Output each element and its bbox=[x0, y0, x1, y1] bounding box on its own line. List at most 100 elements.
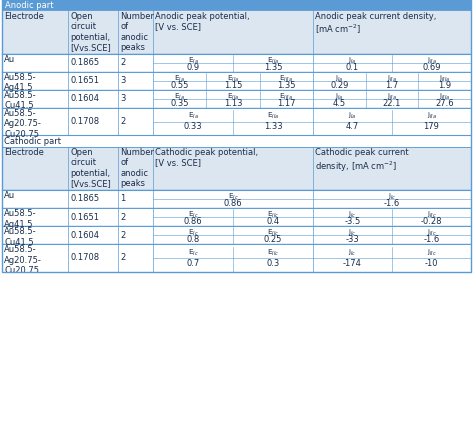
Text: 2: 2 bbox=[120, 254, 125, 262]
Text: 1.9: 1.9 bbox=[438, 81, 451, 90]
Bar bbox=[2, 190, 471, 208]
Bar bbox=[2, 10, 471, 53]
Text: 1.7: 1.7 bbox=[385, 81, 399, 90]
Text: E$_{Ia}$: E$_{Ia}$ bbox=[174, 92, 185, 102]
Text: 3: 3 bbox=[120, 76, 125, 85]
Text: -33: -33 bbox=[346, 236, 359, 244]
Text: E$_{Ia}$: E$_{Ia}$ bbox=[174, 74, 185, 84]
Text: j$_{Ia}$: j$_{Ia}$ bbox=[335, 74, 343, 84]
Text: 2: 2 bbox=[120, 212, 125, 222]
Text: 0.86: 0.86 bbox=[224, 199, 242, 208]
Text: Cathodic peak current
density, [mA cm$^{-2}$]: Cathodic peak current density, [mA cm$^{… bbox=[315, 148, 409, 173]
Bar bbox=[2, 53, 471, 72]
Text: 3: 3 bbox=[120, 94, 125, 103]
Text: j$_{IIIa}$: j$_{IIIa}$ bbox=[439, 92, 450, 102]
Text: 0.8: 0.8 bbox=[186, 236, 200, 244]
Text: 4.7: 4.7 bbox=[346, 122, 359, 131]
Text: 1.35: 1.35 bbox=[264, 63, 282, 72]
Text: E$_{Ia}$: E$_{Ia}$ bbox=[188, 56, 199, 66]
Text: 1.17: 1.17 bbox=[277, 99, 296, 108]
Text: 0.7: 0.7 bbox=[186, 258, 200, 268]
Text: E$_{Ic}$: E$_{Ic}$ bbox=[188, 210, 198, 220]
Text: Au58.5-
Ag20.75-
Cu20.75: Au58.5- Ag20.75- Cu20.75 bbox=[4, 245, 42, 275]
Text: 0.1708: 0.1708 bbox=[70, 117, 99, 126]
Text: 0.35: 0.35 bbox=[170, 99, 189, 108]
Text: Cathodic peak potential,
[V vs. SCE]: Cathodic peak potential, [V vs. SCE] bbox=[155, 148, 258, 167]
Text: E$_{Ic}$: E$_{Ic}$ bbox=[188, 247, 198, 258]
Text: 0.29: 0.29 bbox=[330, 81, 349, 90]
Text: 0.1604: 0.1604 bbox=[70, 231, 99, 240]
Text: Electrode: Electrode bbox=[4, 148, 44, 157]
Text: Open
circuit
potential,
[Vvs.SCE]: Open circuit potential, [Vvs.SCE] bbox=[70, 12, 111, 52]
Text: E$_{Ic}$: E$_{Ic}$ bbox=[188, 228, 198, 238]
Text: 0.1604: 0.1604 bbox=[70, 94, 99, 103]
Text: -0.28: -0.28 bbox=[421, 217, 442, 226]
Bar bbox=[2, 90, 471, 108]
Text: Anodic peak current density,
[mA cm$^{-2}$]: Anodic peak current density, [mA cm$^{-2… bbox=[315, 12, 437, 36]
Text: 1.13: 1.13 bbox=[224, 99, 242, 108]
Bar bbox=[2, 0, 471, 10]
Text: E$_{IIc}$: E$_{IIc}$ bbox=[267, 228, 279, 238]
Text: 27.6: 27.6 bbox=[435, 99, 454, 108]
Text: 0.1: 0.1 bbox=[346, 63, 359, 72]
Text: 1.15: 1.15 bbox=[224, 81, 242, 90]
Bar bbox=[2, 226, 471, 244]
Text: Au58.5-
Cu41.5: Au58.5- Cu41.5 bbox=[4, 227, 36, 247]
Text: E$_{IIIa}$: E$_{IIIa}$ bbox=[280, 92, 293, 102]
Text: j$_{Ic}$: j$_{Ic}$ bbox=[388, 192, 396, 202]
Text: 0.1651: 0.1651 bbox=[70, 212, 99, 222]
Text: Au58.5-
Cu41.5: Au58.5- Cu41.5 bbox=[4, 91, 36, 110]
Text: -3.5: -3.5 bbox=[344, 217, 360, 226]
Bar bbox=[2, 0, 471, 272]
Text: 22.1: 22.1 bbox=[383, 99, 401, 108]
Text: Number
of
anodic
peaks: Number of anodic peaks bbox=[120, 148, 154, 188]
Bar bbox=[2, 135, 471, 146]
Bar bbox=[2, 108, 471, 135]
Text: Au58.5-
Ag20.75-
Cu20.75: Au58.5- Ag20.75- Cu20.75 bbox=[4, 109, 42, 139]
Text: 1.33: 1.33 bbox=[263, 122, 282, 131]
Text: Cathodic part: Cathodic part bbox=[4, 137, 61, 146]
Text: -1.6: -1.6 bbox=[384, 199, 400, 208]
Text: j$_{Ia}$: j$_{Ia}$ bbox=[335, 92, 343, 102]
Text: 2: 2 bbox=[120, 117, 125, 126]
Text: 2: 2 bbox=[120, 58, 125, 67]
Text: Au58.5-
Ag41.5: Au58.5- Ag41.5 bbox=[4, 73, 36, 92]
Text: j$_{Ic}$: j$_{Ic}$ bbox=[348, 228, 357, 238]
Text: 1: 1 bbox=[120, 194, 125, 203]
Text: E$_{IIa}$: E$_{IIa}$ bbox=[227, 92, 239, 102]
Text: 0.4: 0.4 bbox=[266, 217, 280, 226]
Bar bbox=[2, 208, 471, 226]
Text: 0.86: 0.86 bbox=[184, 217, 202, 226]
Text: E$_{Ia}$: E$_{Ia}$ bbox=[188, 111, 199, 121]
Text: j$_{IIIa}$: j$_{IIIa}$ bbox=[439, 74, 450, 84]
Text: Anodic part: Anodic part bbox=[5, 1, 53, 10]
Text: -10: -10 bbox=[425, 258, 438, 268]
Text: j$_{IIa}$: j$_{IIa}$ bbox=[427, 56, 437, 66]
Text: E$_{IIc}$: E$_{IIc}$ bbox=[267, 247, 279, 258]
Text: 4.5: 4.5 bbox=[333, 99, 346, 108]
Text: 0.25: 0.25 bbox=[264, 236, 282, 244]
Text: E$_{IIa}$: E$_{IIa}$ bbox=[267, 56, 279, 66]
Bar bbox=[2, 146, 471, 190]
Text: 0.55: 0.55 bbox=[170, 81, 189, 90]
Text: j$_{IIc}$: j$_{IIc}$ bbox=[427, 247, 437, 258]
Text: j$_{Ia}$: j$_{Ia}$ bbox=[348, 111, 357, 121]
Text: -1.6: -1.6 bbox=[423, 236, 439, 244]
Text: 0.3: 0.3 bbox=[266, 258, 280, 268]
Text: 2: 2 bbox=[120, 231, 125, 240]
Text: 0.1865: 0.1865 bbox=[70, 58, 99, 67]
Text: Au: Au bbox=[4, 191, 15, 200]
Text: E$_{IIIa}$: E$_{IIIa}$ bbox=[280, 74, 293, 84]
Text: j$_{IIa}$: j$_{IIa}$ bbox=[427, 111, 437, 121]
Text: 0.1865: 0.1865 bbox=[70, 194, 99, 203]
Text: j$_{Ic}$: j$_{Ic}$ bbox=[348, 247, 357, 258]
Text: 0.69: 0.69 bbox=[422, 63, 441, 72]
Text: 1.35: 1.35 bbox=[277, 81, 296, 90]
Text: j$_{IIc}$: j$_{IIc}$ bbox=[427, 210, 437, 220]
Text: j$_{IIc}$: j$_{IIc}$ bbox=[427, 228, 437, 238]
Bar bbox=[2, 244, 471, 272]
Text: Number
of
anodic
peaks: Number of anodic peaks bbox=[120, 12, 154, 52]
Text: j$_{IIa}$: j$_{IIa}$ bbox=[387, 74, 397, 84]
Text: Anodic peak potential,
[V vs. SCE]: Anodic peak potential, [V vs. SCE] bbox=[155, 12, 250, 31]
Text: j$_{Ic}$: j$_{Ic}$ bbox=[348, 210, 357, 220]
